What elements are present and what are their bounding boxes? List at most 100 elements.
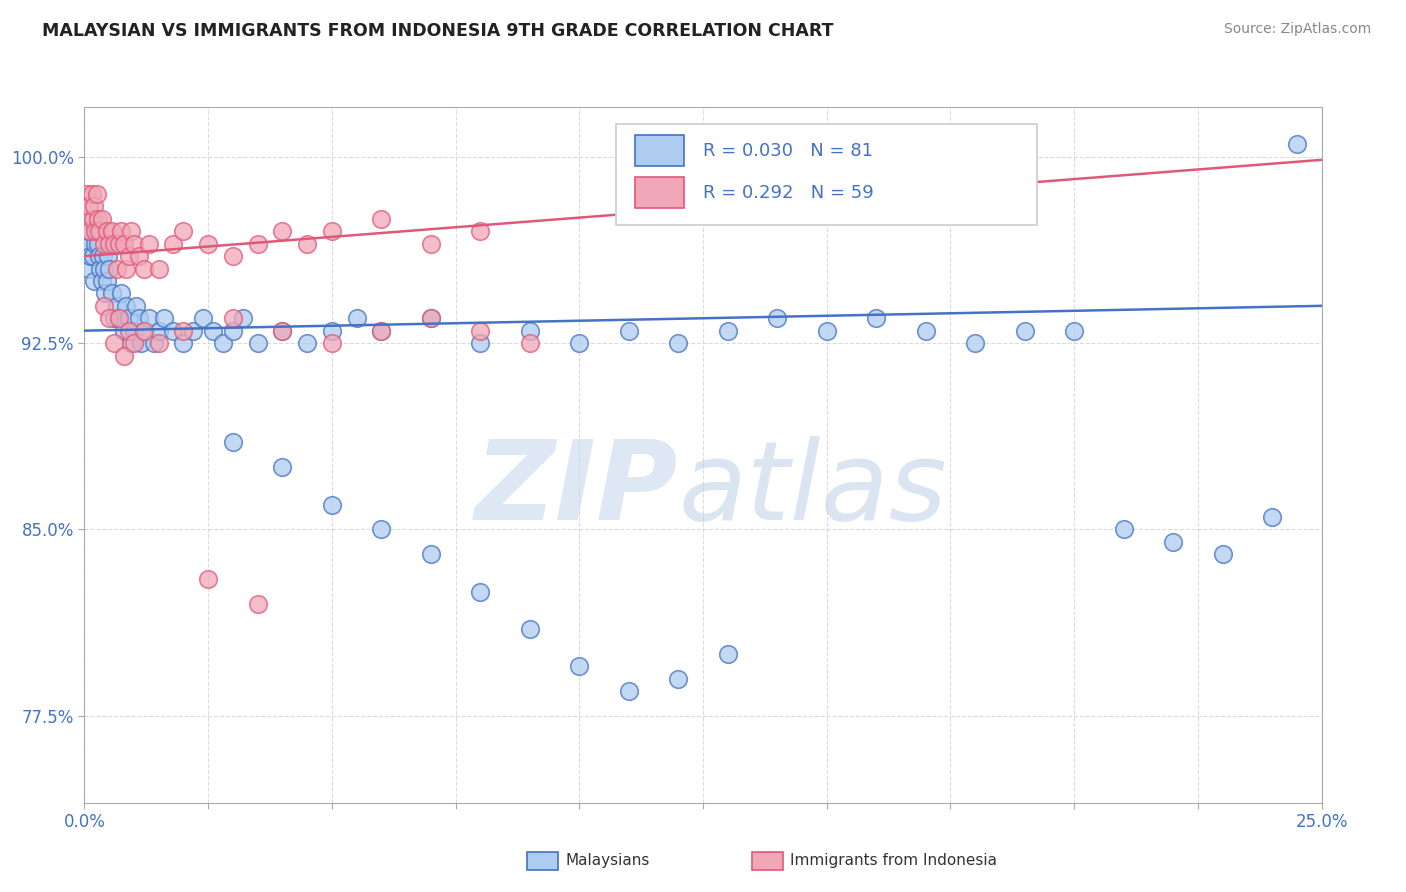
Point bbox=[89, 261, 111, 276]
Point bbox=[162, 236, 184, 251]
Point bbox=[321, 336, 343, 351]
Point bbox=[419, 311, 441, 326]
Point bbox=[152, 311, 174, 326]
Point bbox=[246, 597, 269, 611]
Text: Source: ZipAtlas.com: Source: ZipAtlas.com bbox=[1223, 22, 1371, 37]
Point bbox=[568, 336, 591, 351]
Point bbox=[87, 211, 110, 226]
Point bbox=[128, 311, 150, 326]
Point bbox=[100, 224, 122, 238]
Point bbox=[97, 249, 120, 263]
Point bbox=[89, 224, 111, 238]
Point bbox=[82, 249, 104, 263]
Point bbox=[112, 324, 135, 338]
Point bbox=[346, 311, 368, 326]
Point bbox=[321, 498, 343, 512]
Point bbox=[115, 261, 138, 276]
Point bbox=[118, 249, 141, 263]
Point bbox=[419, 547, 441, 561]
Point bbox=[132, 324, 155, 338]
Point bbox=[77, 211, 100, 226]
FancyBboxPatch shape bbox=[616, 124, 1038, 226]
Point bbox=[132, 324, 155, 338]
Point bbox=[666, 336, 689, 351]
Point bbox=[129, 336, 152, 351]
Point bbox=[93, 299, 115, 313]
Point bbox=[162, 324, 184, 338]
Point bbox=[79, 224, 101, 238]
Point bbox=[84, 236, 107, 251]
Point bbox=[108, 311, 131, 326]
Point bbox=[83, 274, 105, 288]
Point bbox=[271, 224, 294, 238]
Text: R = 0.292   N = 59: R = 0.292 N = 59 bbox=[703, 184, 873, 202]
Point bbox=[370, 523, 392, 537]
Point bbox=[86, 224, 108, 238]
Bar bbox=[636, 177, 685, 208]
Point bbox=[76, 236, 98, 251]
Point bbox=[246, 236, 269, 251]
Point bbox=[519, 324, 541, 338]
Point bbox=[128, 249, 150, 263]
Point bbox=[148, 336, 170, 351]
Point bbox=[82, 211, 104, 226]
Point bbox=[83, 199, 105, 213]
Point bbox=[172, 324, 194, 338]
Point bbox=[232, 311, 254, 326]
Point bbox=[766, 311, 789, 326]
Point bbox=[112, 349, 135, 363]
Point bbox=[717, 324, 740, 338]
Point bbox=[1112, 523, 1135, 537]
Point bbox=[122, 324, 145, 338]
Point bbox=[246, 336, 269, 351]
Point bbox=[172, 224, 194, 238]
Point bbox=[132, 261, 155, 276]
Y-axis label: 9th Grade: 9th Grade bbox=[0, 417, 3, 493]
Point bbox=[321, 324, 343, 338]
Point bbox=[79, 249, 101, 263]
Point bbox=[98, 311, 121, 326]
Point bbox=[519, 336, 541, 351]
Point bbox=[79, 261, 101, 276]
Point bbox=[419, 311, 441, 326]
Point bbox=[470, 336, 492, 351]
Point bbox=[120, 336, 142, 351]
Point bbox=[419, 236, 441, 251]
Point bbox=[122, 236, 145, 251]
Text: Malaysians: Malaysians bbox=[565, 854, 650, 868]
Point bbox=[108, 236, 131, 251]
Point bbox=[98, 236, 121, 251]
Point bbox=[470, 324, 492, 338]
Point bbox=[142, 336, 165, 351]
Point bbox=[197, 236, 219, 251]
Point bbox=[1285, 137, 1308, 152]
Point bbox=[1261, 510, 1284, 524]
Point bbox=[103, 336, 125, 351]
Point bbox=[138, 236, 160, 251]
Point bbox=[120, 224, 142, 238]
Point bbox=[222, 324, 245, 338]
Point bbox=[80, 187, 103, 202]
Point bbox=[617, 684, 640, 698]
Point bbox=[568, 659, 591, 673]
Point bbox=[103, 311, 125, 326]
Text: ZIP: ZIP bbox=[475, 436, 678, 543]
Point bbox=[914, 324, 936, 338]
Point bbox=[815, 324, 838, 338]
Point bbox=[191, 311, 214, 326]
Point bbox=[295, 336, 318, 351]
Point bbox=[172, 336, 194, 351]
Point bbox=[271, 460, 294, 475]
Point bbox=[110, 286, 132, 301]
Point bbox=[89, 249, 111, 263]
Point bbox=[197, 572, 219, 586]
Point bbox=[118, 324, 141, 338]
Point bbox=[470, 224, 492, 238]
Point bbox=[90, 211, 112, 226]
Point bbox=[222, 249, 245, 263]
Point bbox=[96, 224, 118, 238]
Point bbox=[105, 261, 128, 276]
Point bbox=[212, 336, 235, 351]
Point bbox=[115, 299, 138, 313]
Point bbox=[865, 311, 887, 326]
